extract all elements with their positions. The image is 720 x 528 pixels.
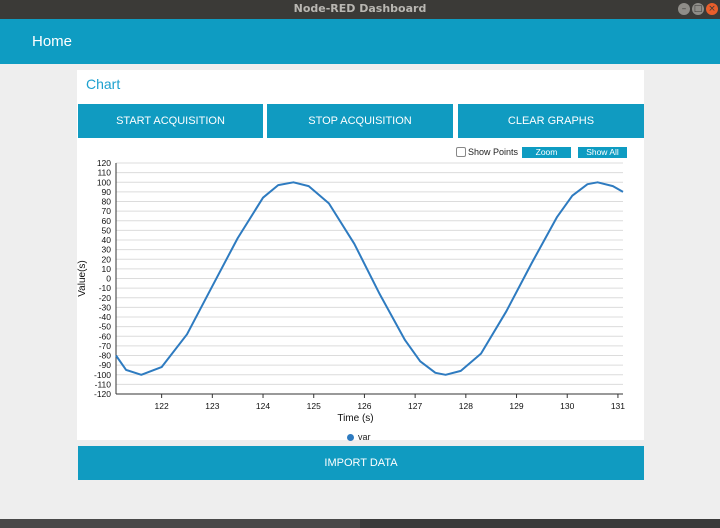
show-points-label: Show Points [468, 147, 519, 157]
y-tick-label: -10 [99, 283, 112, 293]
y-tick-label: 0 [106, 274, 111, 284]
stop-acquisition-button[interactable]: STOP ACQUISITION [267, 104, 453, 138]
x-axis-label: Time (s) [337, 413, 373, 424]
y-tick-label: 30 [102, 245, 112, 255]
close-icon[interactable]: × [706, 3, 718, 15]
y-tick-label: -60 [99, 331, 112, 341]
x-tick-label: 122 [155, 401, 169, 411]
page-title: Home [32, 33, 73, 50]
chart-card-title: Chart [86, 76, 121, 92]
y-tick-label: 100 [97, 177, 111, 187]
y-tick-label: -100 [94, 370, 111, 380]
zoom-button[interactable]: Zoom [522, 147, 571, 158]
y-tick-label: 20 [102, 254, 112, 264]
x-tick-label: 128 [459, 401, 473, 411]
x-tick-label: 126 [357, 401, 371, 411]
y-tick-label: 120 [97, 158, 111, 168]
taskbar-strip [0, 519, 360, 528]
window-titlebar: Node-RED Dashboard – □ × [0, 0, 720, 19]
x-tick-label: 125 [307, 401, 321, 411]
clear-graphs-button[interactable]: CLEAR GRAPHS [458, 104, 644, 138]
y-tick-label: 40 [102, 235, 112, 245]
x-tick-label: 123 [205, 401, 219, 411]
x-tick-label: 130 [560, 401, 574, 411]
show-all-button[interactable]: Show All [578, 147, 627, 158]
y-tick-label: 90 [102, 187, 112, 197]
y-axis-label: Value(s) [77, 260, 88, 297]
y-tick-label: -50 [99, 322, 112, 332]
maximize-icon[interactable]: □ [692, 3, 704, 15]
y-tick-label: -90 [99, 360, 112, 370]
x-tick-label: 124 [256, 401, 270, 411]
chart-legend: var [347, 432, 371, 442]
y-tick-label: -30 [99, 302, 112, 312]
x-tick-label: 129 [509, 401, 523, 411]
line-chart[interactable]: 1201101009080706050403020100-10-20-30-40… [77, 155, 637, 430]
x-tick-label: 127 [408, 401, 422, 411]
show-points-checkbox[interactable] [456, 147, 466, 157]
start-acquisition-button[interactable]: START ACQUISITION [78, 104, 263, 138]
y-tick-label: 60 [102, 216, 112, 226]
y-tick-label: 110 [97, 168, 111, 178]
y-tick-label: 80 [102, 197, 112, 207]
y-tick-label: 50 [102, 225, 112, 235]
y-tick-label: -40 [99, 312, 112, 322]
y-tick-label: -20 [99, 293, 112, 303]
y-tick-label: -120 [94, 389, 111, 399]
legend-marker [347, 434, 354, 441]
window-title: Node-RED Dashboard [293, 2, 427, 15]
taskbar [0, 519, 720, 528]
y-tick-label: 70 [102, 206, 112, 216]
y-tick-label: -110 [95, 379, 112, 389]
x-tick-label: 131 [611, 401, 625, 411]
y-tick-label: -80 [99, 351, 112, 361]
series-line-var [115, 181, 624, 376]
dashboard-header: Home [0, 19, 720, 64]
minimize-icon[interactable]: – [678, 3, 690, 15]
y-tick-label: -70 [99, 341, 112, 351]
legend-label: var [358, 432, 371, 442]
y-tick-label: 10 [102, 264, 112, 274]
import-data-button[interactable]: IMPORT DATA [78, 446, 644, 480]
